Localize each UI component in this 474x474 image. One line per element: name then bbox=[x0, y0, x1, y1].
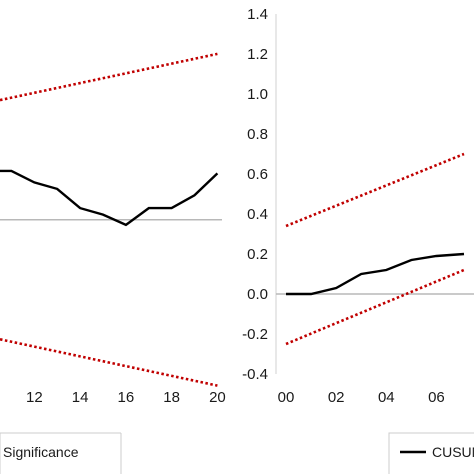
significance-line-1-2 bbox=[285, 268, 465, 346]
x-tick-label: 20 bbox=[209, 389, 226, 406]
y-tick-label: 1.2 bbox=[247, 46, 268, 63]
y-tick-label: 0.2 bbox=[247, 246, 268, 263]
right-x-ticks: 00 02 04 06 bbox=[278, 389, 445, 406]
x-tick-label: 04 bbox=[378, 389, 395, 406]
y-tick-label: -0.4 bbox=[242, 366, 268, 383]
left-panel: 12 14 16 18 20 Significance bbox=[0, 52, 226, 460]
x-tick-label: 14 bbox=[72, 389, 89, 406]
x-tick-label: 02 bbox=[328, 389, 345, 406]
x-tick-label: 06 bbox=[428, 389, 445, 406]
right-series-group bbox=[285, 152, 465, 346]
significance-line-0-2 bbox=[0, 338, 218, 387]
y-tick-label: 1.0 bbox=[247, 86, 268, 103]
x-tick-label: 16 bbox=[118, 389, 135, 406]
y-tick-label: -0.2 bbox=[242, 326, 268, 343]
significance-line-1-1 bbox=[285, 152, 465, 228]
right-y-ticks: 1.4 1.2 1.0 0.8 0.6 0.4 0.2 0.0 -0.2 -0.4 bbox=[242, 6, 268, 383]
left-x-ticks: 12 14 16 18 20 bbox=[26, 389, 226, 406]
y-tick-label: 0.6 bbox=[247, 166, 268, 183]
right-legend-label: CUSUM bbox=[432, 444, 474, 460]
cusum-line-0-0 bbox=[0, 169, 219, 227]
x-tick-label: 00 bbox=[278, 389, 295, 406]
y-tick-label: 0.8 bbox=[247, 126, 268, 143]
left-series-group bbox=[0, 52, 219, 387]
x-tick-label: 12 bbox=[26, 389, 43, 406]
left-legend-label: Significance bbox=[3, 444, 79, 460]
y-tick-label: 1.4 bbox=[247, 6, 268, 23]
cusum-line-1-0 bbox=[286, 252, 465, 296]
right-legend-box bbox=[388, 432, 474, 474]
y-tick-label: 0.4 bbox=[247, 206, 268, 223]
x-tick-label: 18 bbox=[163, 389, 180, 406]
significance-line-0-1 bbox=[0, 52, 218, 102]
y-tick-label: 0.0 bbox=[247, 286, 268, 303]
right-panel: 1.41.21.00.80.60.40.20.0-0.2-0.4 00 02 04 0… bbox=[242, 6, 474, 474]
